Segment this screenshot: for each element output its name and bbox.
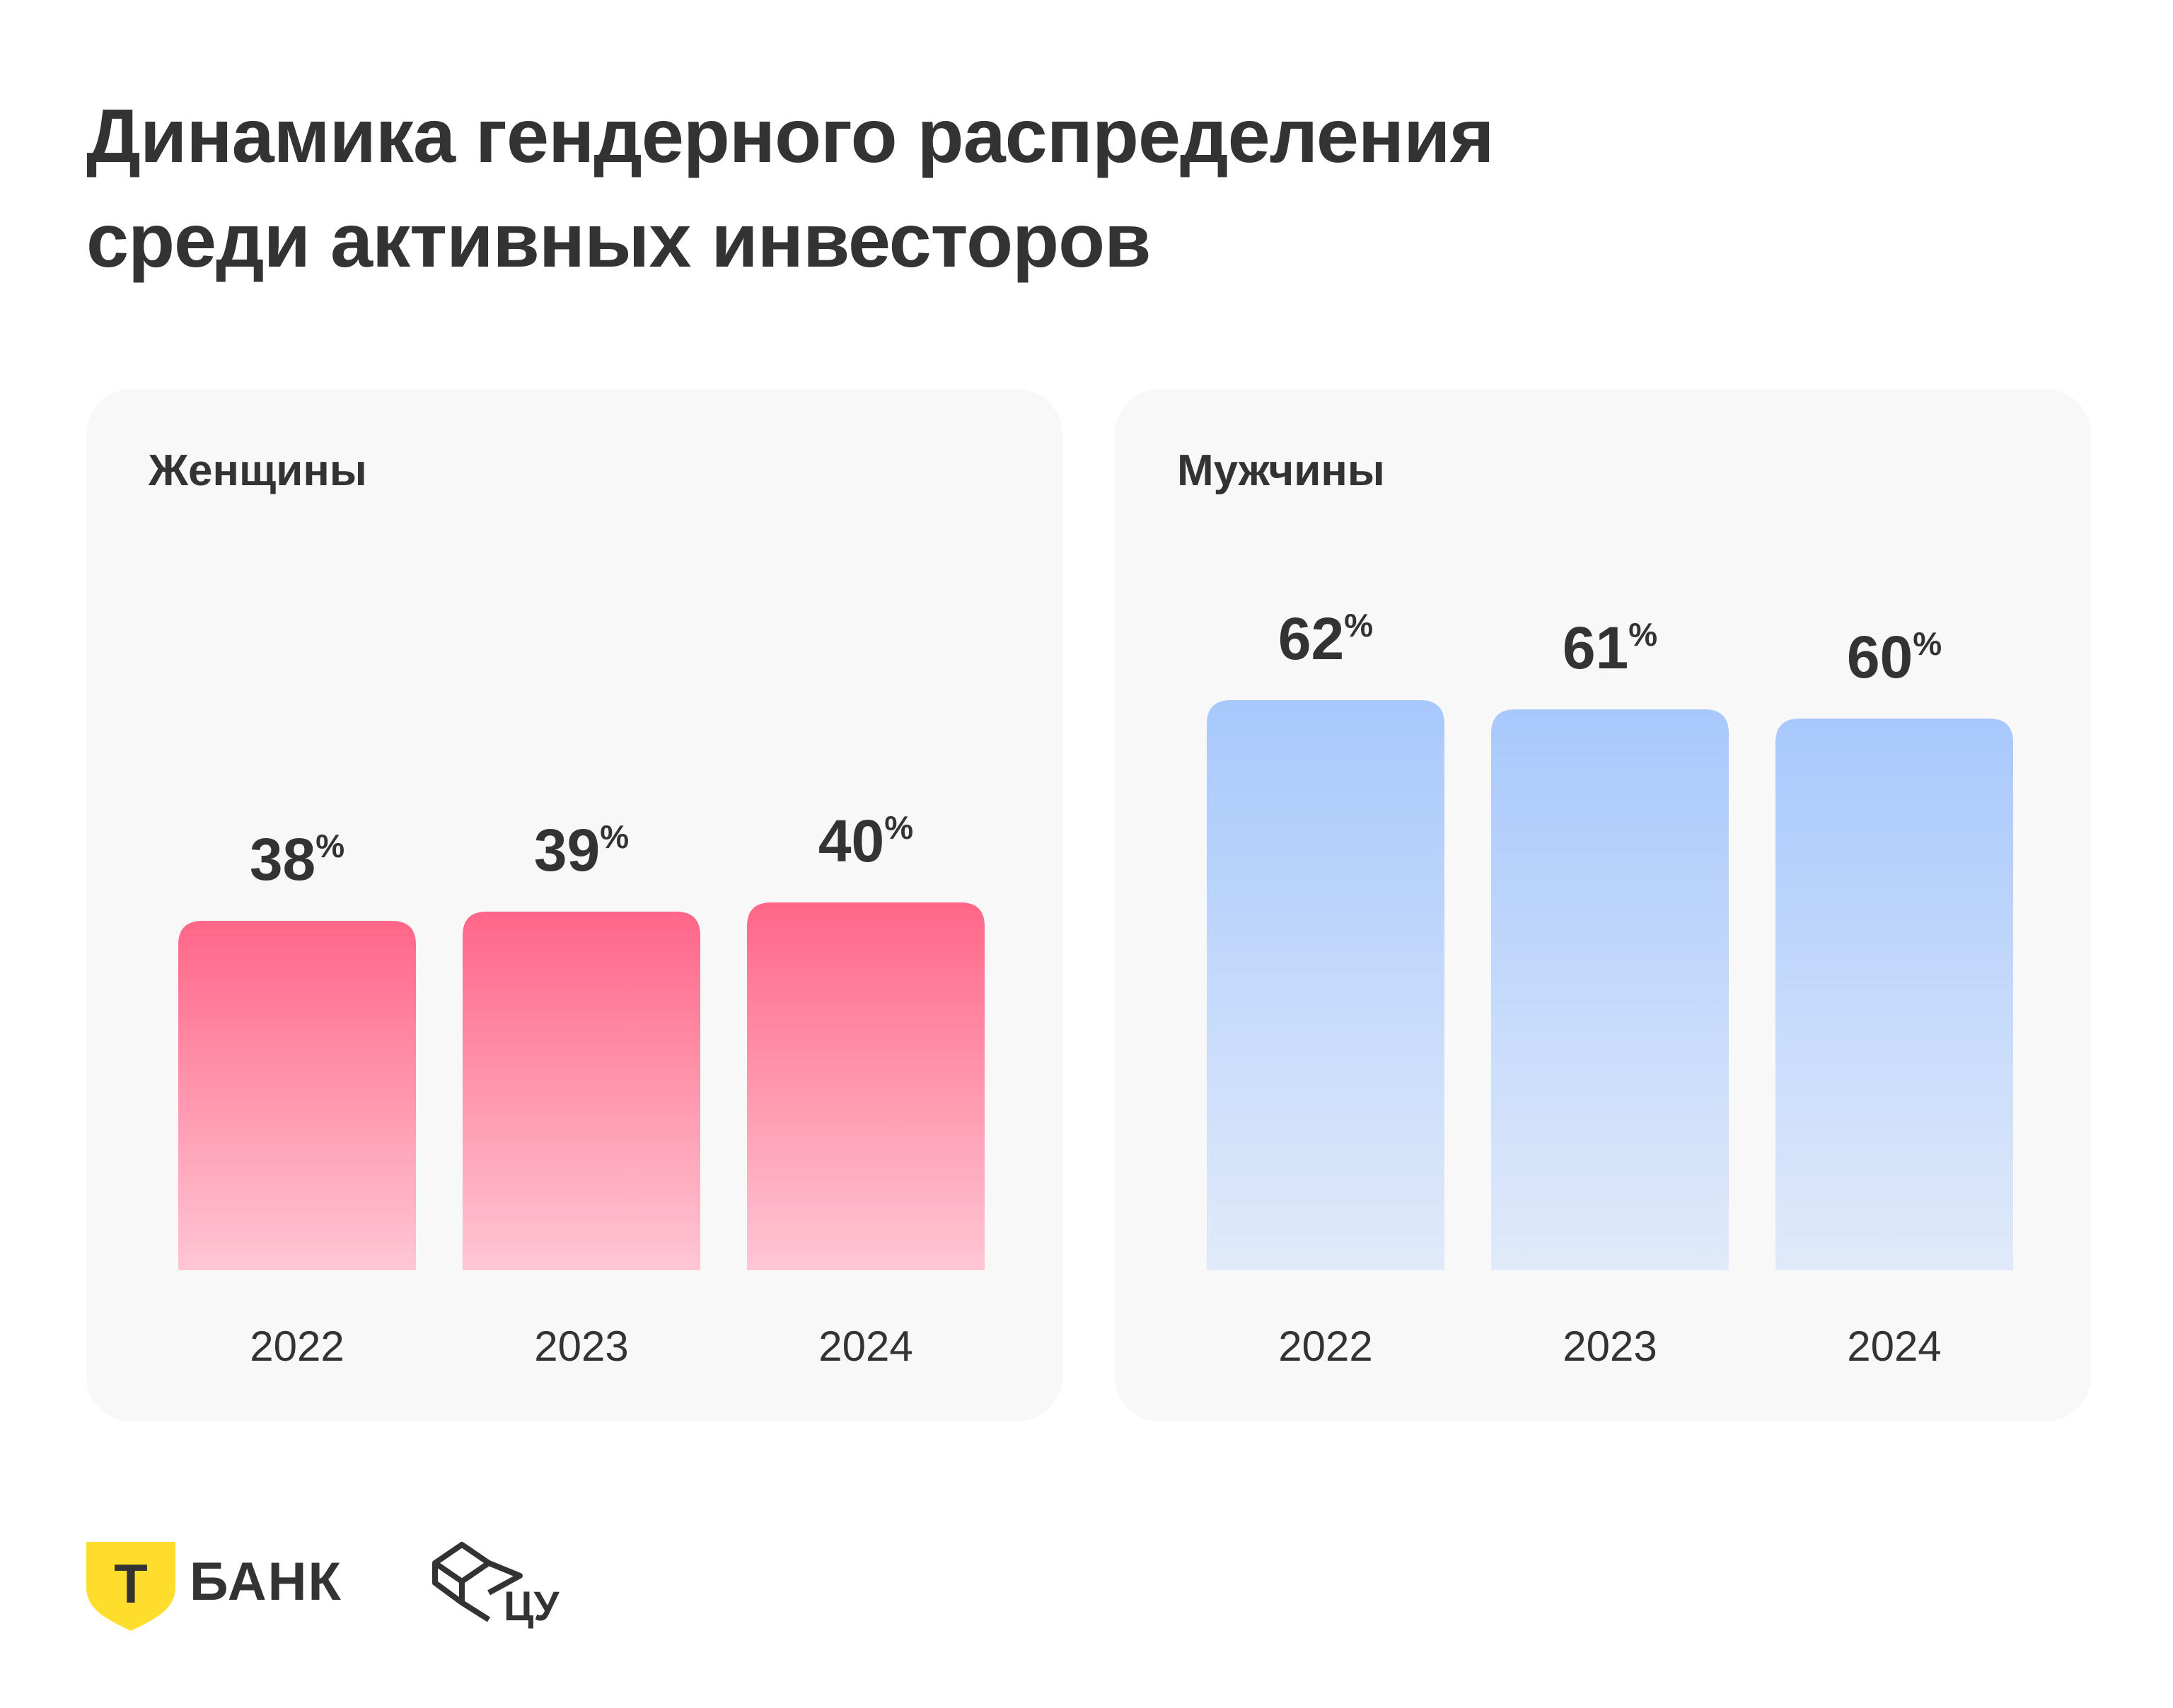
men-bar-chart: 62% 2022 61% 2023 60% 2024 (1207, 605, 2013, 1370)
women-bar-chart: 38% 2022 39% 2023 40% 2024 (178, 808, 985, 1370)
cu-wordmark: ЦУ (504, 1584, 560, 1629)
page-title: Динамика гендерного распределения среди … (86, 83, 1495, 293)
women-x-tick-2022: 2022 (250, 1323, 344, 1370)
tbank-logo-letter: Т (114, 1552, 148, 1615)
men-chart-title: Мужчины (1177, 446, 1385, 495)
men-bar-2024 (1775, 719, 2013, 1270)
women-chart-title: Женщины (149, 446, 367, 495)
men-bar-2022 (1207, 700, 1444, 1270)
women-chart-card: Женщины 38% 2022 39% 2023 40% 2024 (86, 389, 1062, 1422)
men-bar-2023 (1491, 709, 1729, 1270)
tbank-wordmark: БАНК (190, 1552, 342, 1612)
page-title-line-2: среди активных инвесторов (86, 197, 1151, 283)
tbank-shield-logo: Т (86, 1542, 175, 1631)
women-x-tick-2024: 2024 (818, 1323, 912, 1370)
women-value-label-2022: 38% (250, 826, 344, 893)
men-x-tick-2022: 2022 (1278, 1323, 1372, 1370)
men-x-tick-2023: 2023 (1563, 1323, 1657, 1370)
women-x-tick-2023: 2023 (534, 1323, 628, 1370)
men-chart-card: Мужчины 62% 2022 61% 2023 60% 2024 (1115, 389, 2091, 1422)
men-value-label-2022: 62% (1278, 605, 1373, 672)
page-title-line-1: Динамика гендерного распределения (86, 93, 1495, 178)
men-x-tick-2024: 2024 (1847, 1323, 1941, 1370)
women-bar-2024 (747, 902, 985, 1270)
men-value-label-2023: 61% (1563, 615, 1657, 681)
women-bar-2023 (463, 912, 700, 1270)
cu-cube-logo (432, 1542, 523, 1622)
women-bar-2022 (178, 921, 416, 1270)
women-value-label-2023: 39% (534, 817, 629, 883)
men-value-label-2024: 60% (1847, 624, 1942, 690)
women-value-label-2024: 40% (818, 808, 913, 874)
